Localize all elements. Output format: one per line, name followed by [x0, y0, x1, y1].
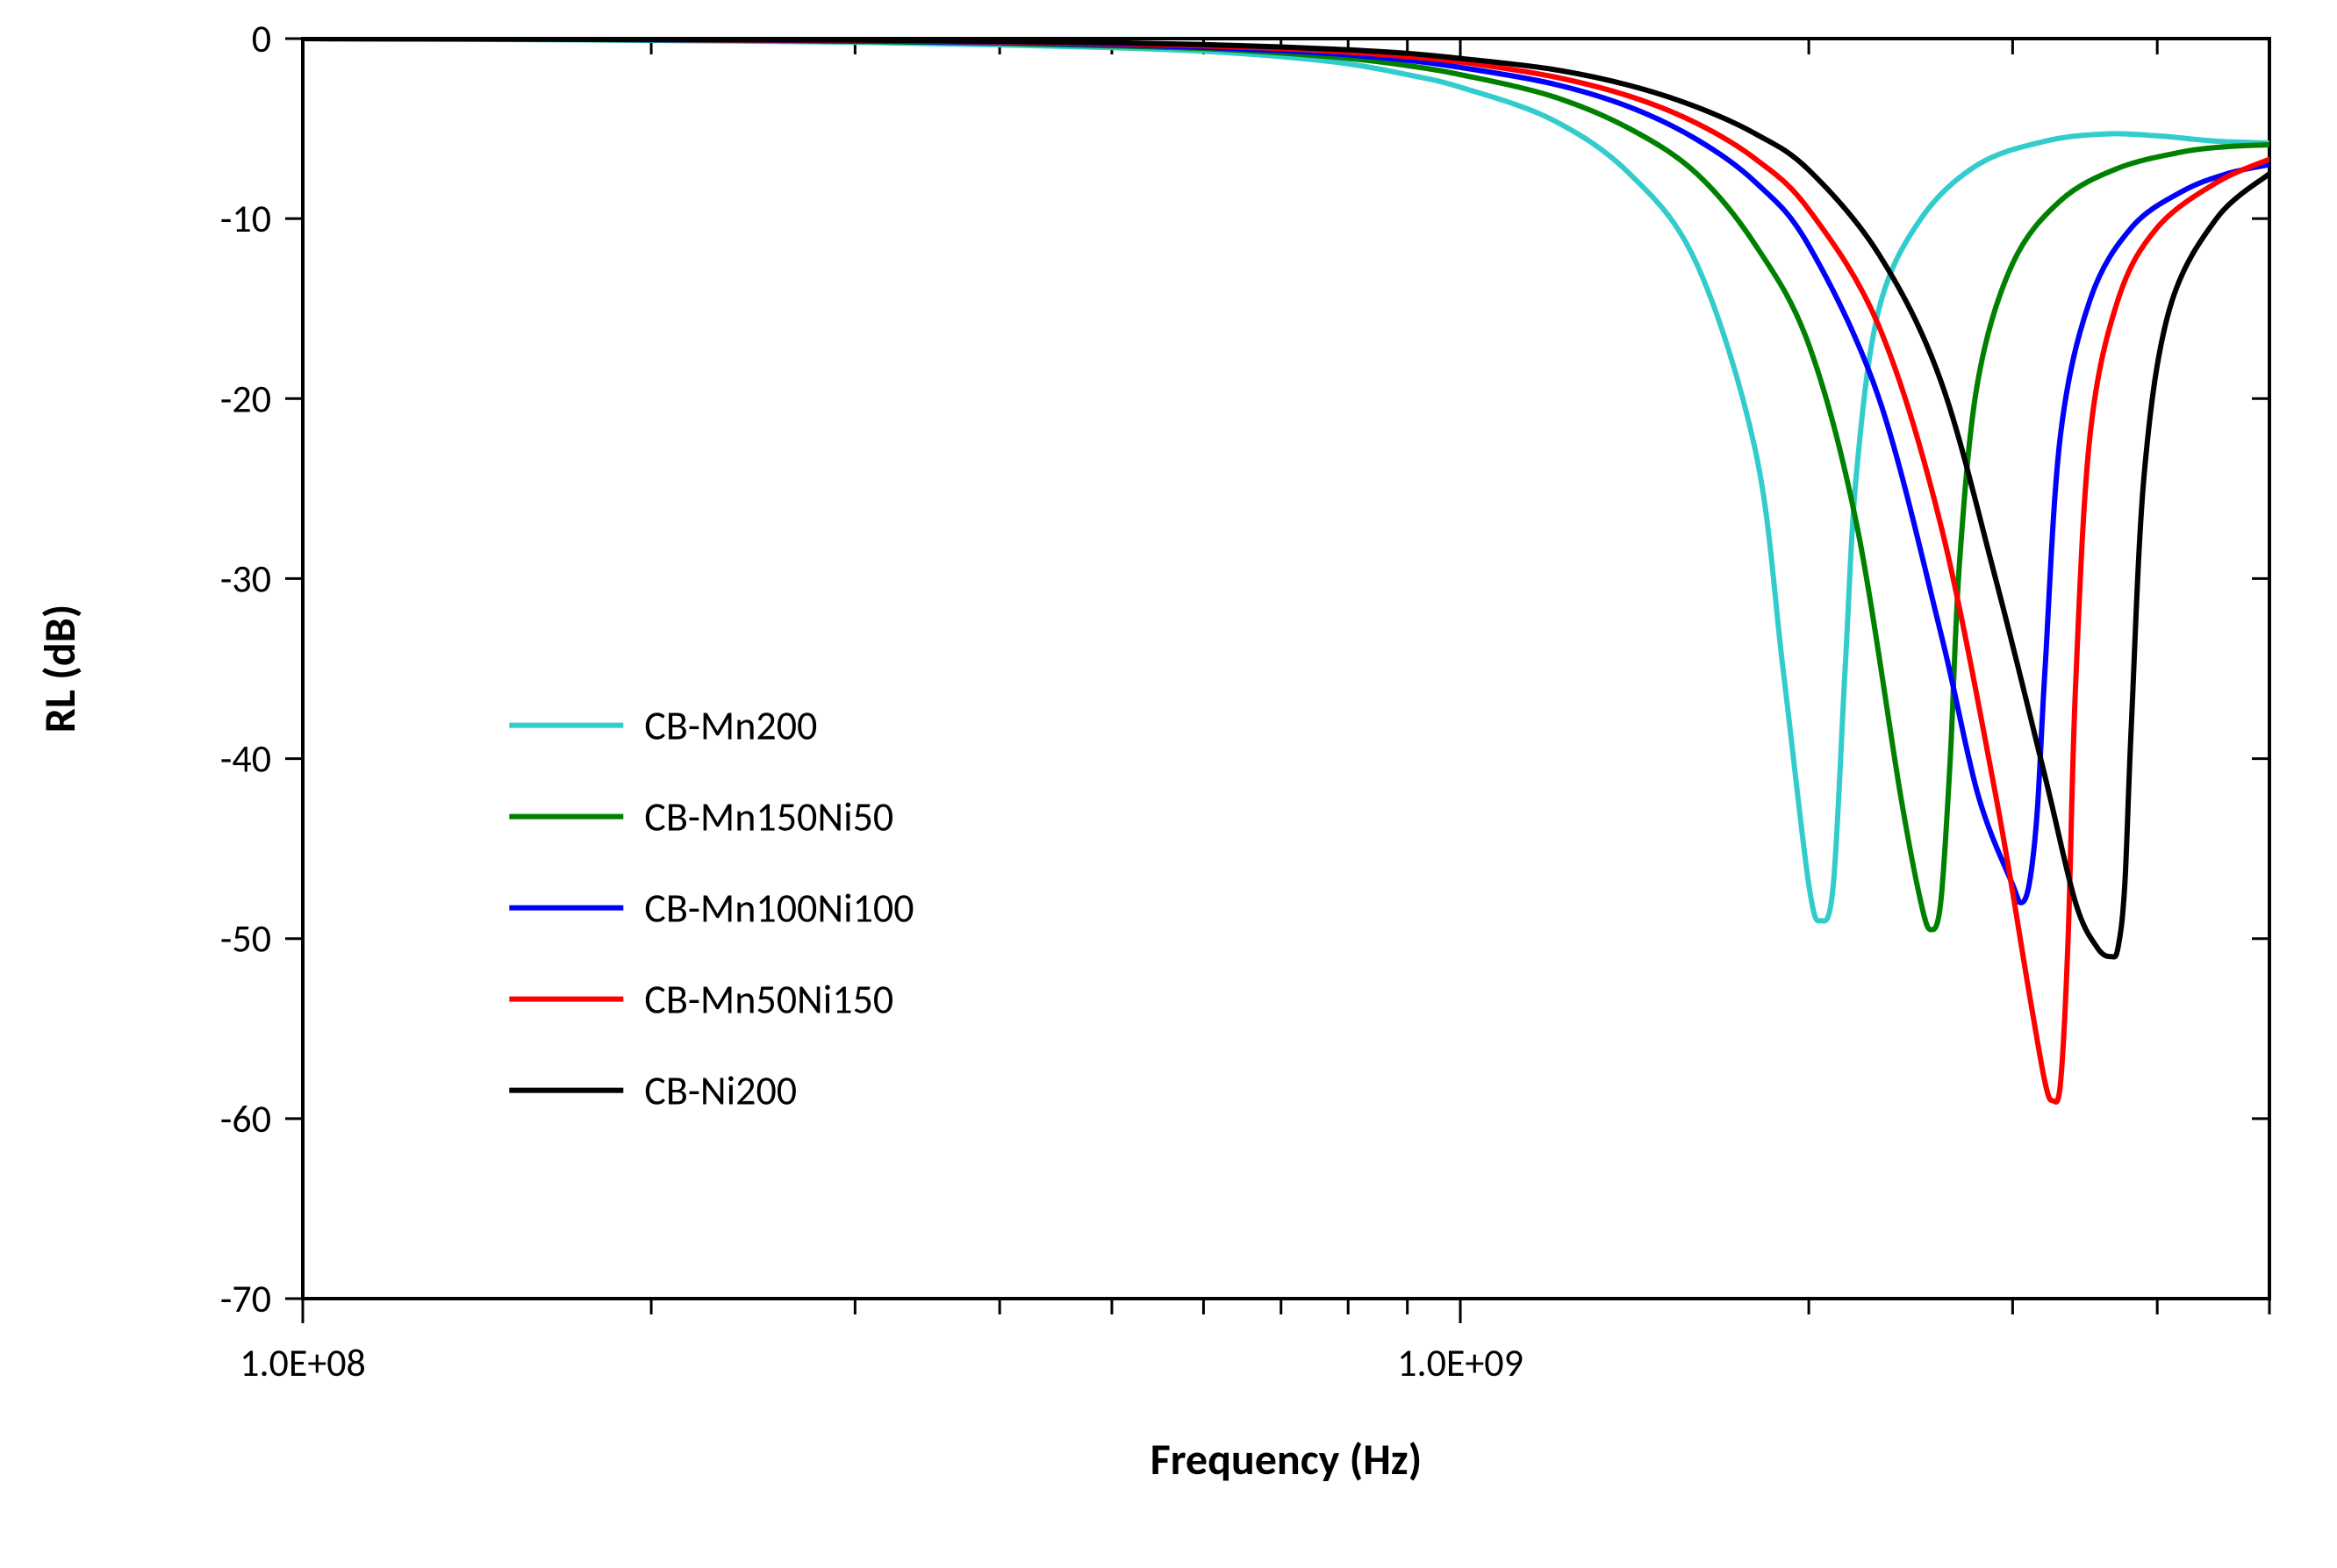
series-line [303, 39, 2269, 1102]
y-tick-label: -10 [220, 195, 271, 242]
legend-label: CB-Mn150Ni50 [644, 793, 893, 842]
legend-label: CB-Mn50Ni150 [644, 976, 893, 1025]
x-tick-label: 1.0E+08 [240, 1339, 366, 1386]
y-tick-label: 0 [252, 15, 271, 62]
rl-vs-frequency-chart: 0 -10 -20 -30 -40 -50 -60 -70 1.0E+08 1.0E+09 Freq… [0, 0, 2337, 1568]
y-axis-title: RL (dB) [33, 605, 87, 734]
legend-label: CB-Mn200 [644, 702, 817, 751]
legend-label: CB-Mn100Ni100 [644, 884, 914, 934]
y-tick-label: -40 [220, 735, 271, 783]
y-tick-label: -50 [220, 915, 271, 963]
y-tick-label: -20 [220, 375, 271, 422]
y-tick-label: -60 [220, 1095, 271, 1142]
x-axis-title: Frequency (Hz) [1151, 1433, 1422, 1486]
y-tick-label: -30 [220, 555, 271, 602]
y-tick-label: -70 [220, 1275, 271, 1322]
series-line [303, 39, 2269, 929]
x-tick-label: 1.0E+09 [1397, 1339, 1523, 1386]
chart-container: 0 -10 -20 -30 -40 -50 -60 -70 1.0E+08 1.0E+09 Freq… [0, 0, 2337, 1568]
legend-label: CB-Ni200 [644, 1067, 797, 1116]
plot-border [303, 39, 2269, 1299]
